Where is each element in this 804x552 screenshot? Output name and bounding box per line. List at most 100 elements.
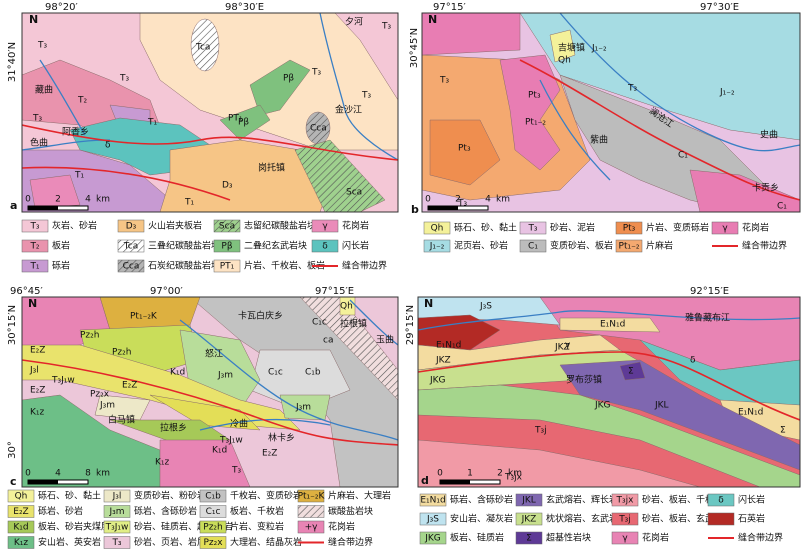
scale-label: 0 <box>25 195 31 205</box>
map-label: 拉根乡 <box>160 422 187 434</box>
scale-label: km <box>96 195 110 205</box>
legend-code: J₃m <box>108 507 124 517</box>
legend-swatch <box>615 221 643 235</box>
coord-label: 97°30′E <box>700 2 739 13</box>
legend-label: 片岩、变质砾岩 <box>646 222 709 234</box>
river <box>349 299 398 346</box>
map-label: D₃ <box>222 181 233 191</box>
legend-code: Σ <box>526 534 532 544</box>
scale-label: 4 <box>85 195 91 205</box>
map-label: PT₁ <box>228 114 243 124</box>
unit <box>499 54 561 171</box>
legend-code: Pt₁₋₂K <box>298 492 326 502</box>
legend-label: 碳酸盐岩块 <box>328 505 373 517</box>
legend-swatch <box>423 221 451 235</box>
legend-label: 砾岩、含砾砂岩 <box>450 494 513 506</box>
legend-swatch <box>199 536 227 549</box>
map-d <box>418 297 800 487</box>
map-label: E₂Z <box>30 386 45 396</box>
legend-label: 缝合带边界 <box>738 532 783 544</box>
map-label: 玉曲 <box>376 335 394 346</box>
scale-label: 2 <box>497 469 503 479</box>
unit <box>294 139 386 212</box>
legend-code: γ <box>322 222 328 232</box>
legend-swatch <box>611 493 639 507</box>
map-label: JKZ <box>554 343 570 353</box>
unit <box>159 439 251 487</box>
legend-swatch <box>707 493 735 507</box>
legend-swatch <box>515 531 543 545</box>
legend-swatch <box>103 536 131 549</box>
unit <box>639 339 800 421</box>
map-label: T₂ <box>77 96 87 106</box>
map-label: C₁ <box>777 202 787 212</box>
map-label: T₁ <box>74 171 84 181</box>
legend-label: 花岗岩 <box>342 220 369 232</box>
unit <box>549 29 576 63</box>
north-arrow: N <box>428 13 437 26</box>
legend-label: 变质砂岩、粉砂岩 <box>134 490 206 502</box>
legend-label: 千枚岩、变质砂岩 <box>230 490 302 502</box>
map-label: T₃ <box>439 76 449 86</box>
legend-label: 砂岩、板岩、千枚岩 <box>642 494 723 506</box>
map-label: Tca <box>195 43 210 53</box>
legend-swatch <box>311 239 339 253</box>
coord-label: 30° <box>7 441 18 459</box>
map-label: 林卡乡 <box>268 432 295 444</box>
map-label: T₁ <box>147 118 157 128</box>
unit <box>689 169 800 212</box>
panel-label: c <box>10 475 17 488</box>
legend-label: 花岗岩 <box>742 222 769 234</box>
legend-code: K₁d <box>13 523 28 533</box>
map-label: 卡贡乡 <box>752 182 779 194</box>
map-label: J₃S <box>479 302 492 312</box>
legend-label: 板岩 <box>52 240 70 252</box>
unit <box>149 394 261 431</box>
legend-label: 砾石、砂、黏土 <box>454 222 517 234</box>
map-label: E₂Z <box>262 449 277 459</box>
unit <box>422 13 521 56</box>
legend-swatch <box>103 489 131 503</box>
legend-code: Qh <box>431 224 444 234</box>
legend-code: T₃jx <box>616 496 635 506</box>
map-label: δ <box>690 356 696 366</box>
north-arrow: N <box>424 297 433 310</box>
map-label: JKL <box>654 401 669 411</box>
legend-swatch <box>7 489 35 503</box>
legend-swatch <box>21 219 49 233</box>
unit <box>190 18 220 72</box>
legend-swatch <box>213 219 241 233</box>
unit <box>299 297 398 401</box>
map-label: T₃jx <box>504 473 523 483</box>
map-label: C₁ <box>678 151 688 161</box>
legend-code: T₃ <box>527 224 537 234</box>
map-label: JKG <box>594 401 611 411</box>
legend-code: Sca <box>219 222 235 232</box>
legend-swatch <box>519 221 547 235</box>
map-label: 岗托镇 <box>258 162 285 174</box>
legend-label: 闪长岩 <box>738 494 765 506</box>
legend-code: Pβ <box>221 242 232 252</box>
map-label: T₃ <box>381 22 391 32</box>
legend-swatch <box>199 489 227 503</box>
legend-label: 安山岩、英安岩 <box>38 536 101 548</box>
legend-code: γ <box>722 224 728 234</box>
map-label: Σ <box>628 367 634 377</box>
map-label: 夕河 <box>345 16 363 28</box>
legend-code: +γ <box>305 523 319 533</box>
scale-bar: 0 2 4 km <box>425 195 510 211</box>
map-label: E₁N₁d <box>436 341 461 351</box>
legend-label: 二叠纪玄武岩块 <box>244 240 307 252</box>
legend-swatch <box>117 259 145 273</box>
legend-code: K₁z <box>14 538 29 548</box>
legend: T₃ 灰岩、砂岩 T₂ 板岩 T₁ 砾岩 D₃ 火山岩夹板岩 Tca 三叠纪碳酸盐岩块 Cca 石炭纪… <box>21 219 387 273</box>
unit <box>418 439 701 487</box>
legend-swatch <box>297 520 325 534</box>
river <box>559 13 800 152</box>
map-label: γ <box>565 341 571 351</box>
legend-code: Cca <box>123 262 140 272</box>
legend-label: 志留纪碳酸盐岩块 <box>244 220 316 232</box>
unit <box>219 104 271 141</box>
map-label: 怒江 <box>205 348 223 360</box>
